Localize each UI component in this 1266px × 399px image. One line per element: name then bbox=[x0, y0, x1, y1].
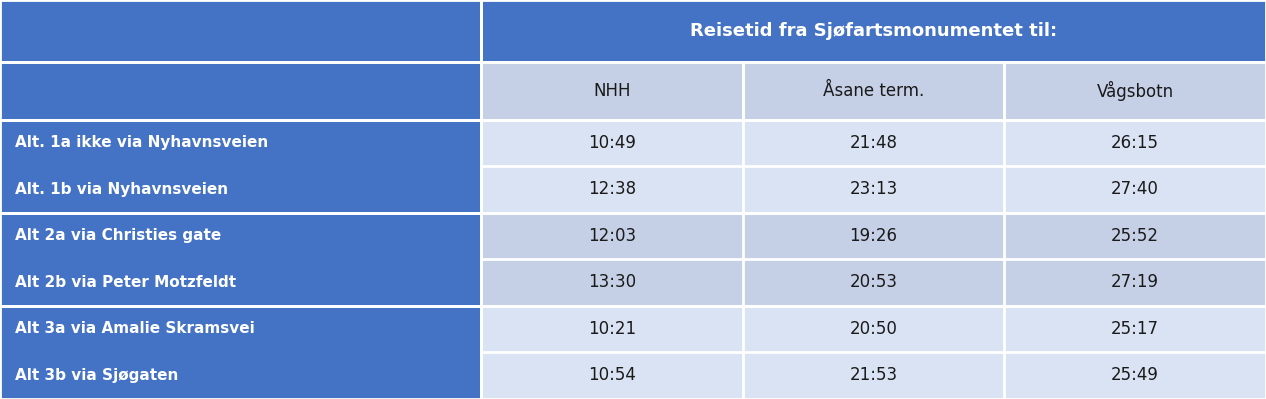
Text: 12:03: 12:03 bbox=[587, 227, 636, 245]
Text: Alt. 1b via Nyhavnsveien: Alt. 1b via Nyhavnsveien bbox=[15, 182, 228, 197]
Text: Alt 2b via Peter Motzfeldt: Alt 2b via Peter Motzfeldt bbox=[15, 275, 237, 290]
Text: 20:53: 20:53 bbox=[849, 273, 898, 291]
Bar bbox=[481, 0, 1266, 62]
Text: Alt 3b via Sjøgaten: Alt 3b via Sjøgaten bbox=[15, 368, 179, 383]
Bar bbox=[1004, 62, 1266, 120]
Bar bbox=[481, 120, 1266, 213]
Text: Åsane term.: Åsane term. bbox=[823, 82, 924, 100]
Bar bbox=[0, 120, 481, 213]
Text: Alt 3a via Amalie Skramsvei: Alt 3a via Amalie Skramsvei bbox=[15, 321, 254, 336]
Text: 26:15: 26:15 bbox=[1112, 134, 1160, 152]
Text: Alt 2a via Christies gate: Alt 2a via Christies gate bbox=[15, 228, 222, 243]
Text: 20:50: 20:50 bbox=[849, 320, 898, 338]
Text: 10:54: 10:54 bbox=[587, 366, 636, 384]
Text: 25:49: 25:49 bbox=[1112, 366, 1160, 384]
Text: 12:38: 12:38 bbox=[587, 180, 636, 198]
Bar bbox=[0, 213, 481, 306]
Bar bbox=[0, 0, 481, 62]
Text: Reisetid fra Sjøfartsmonumentet til:: Reisetid fra Sjøfartsmonumentet til: bbox=[690, 22, 1057, 40]
Bar bbox=[0, 62, 481, 120]
Text: 27:19: 27:19 bbox=[1112, 273, 1160, 291]
Text: 25:17: 25:17 bbox=[1112, 320, 1160, 338]
Text: 21:48: 21:48 bbox=[849, 134, 898, 152]
Text: 19:26: 19:26 bbox=[849, 227, 898, 245]
Text: 13:30: 13:30 bbox=[587, 273, 636, 291]
Text: 23:13: 23:13 bbox=[849, 180, 898, 198]
Bar bbox=[481, 62, 743, 120]
Text: NHH: NHH bbox=[594, 82, 630, 100]
Bar bbox=[481, 213, 1266, 306]
Bar bbox=[743, 62, 1004, 120]
Text: Alt. 1a ikke via Nyhavnsveien: Alt. 1a ikke via Nyhavnsveien bbox=[15, 135, 268, 150]
Text: 25:52: 25:52 bbox=[1112, 227, 1160, 245]
Text: 21:53: 21:53 bbox=[849, 366, 898, 384]
Text: 10:49: 10:49 bbox=[587, 134, 636, 152]
Text: 27:40: 27:40 bbox=[1112, 180, 1160, 198]
Bar bbox=[481, 306, 1266, 399]
Bar bbox=[0, 306, 481, 399]
Text: 10:21: 10:21 bbox=[587, 320, 636, 338]
Text: Vågsbotn: Vågsbotn bbox=[1096, 81, 1174, 101]
